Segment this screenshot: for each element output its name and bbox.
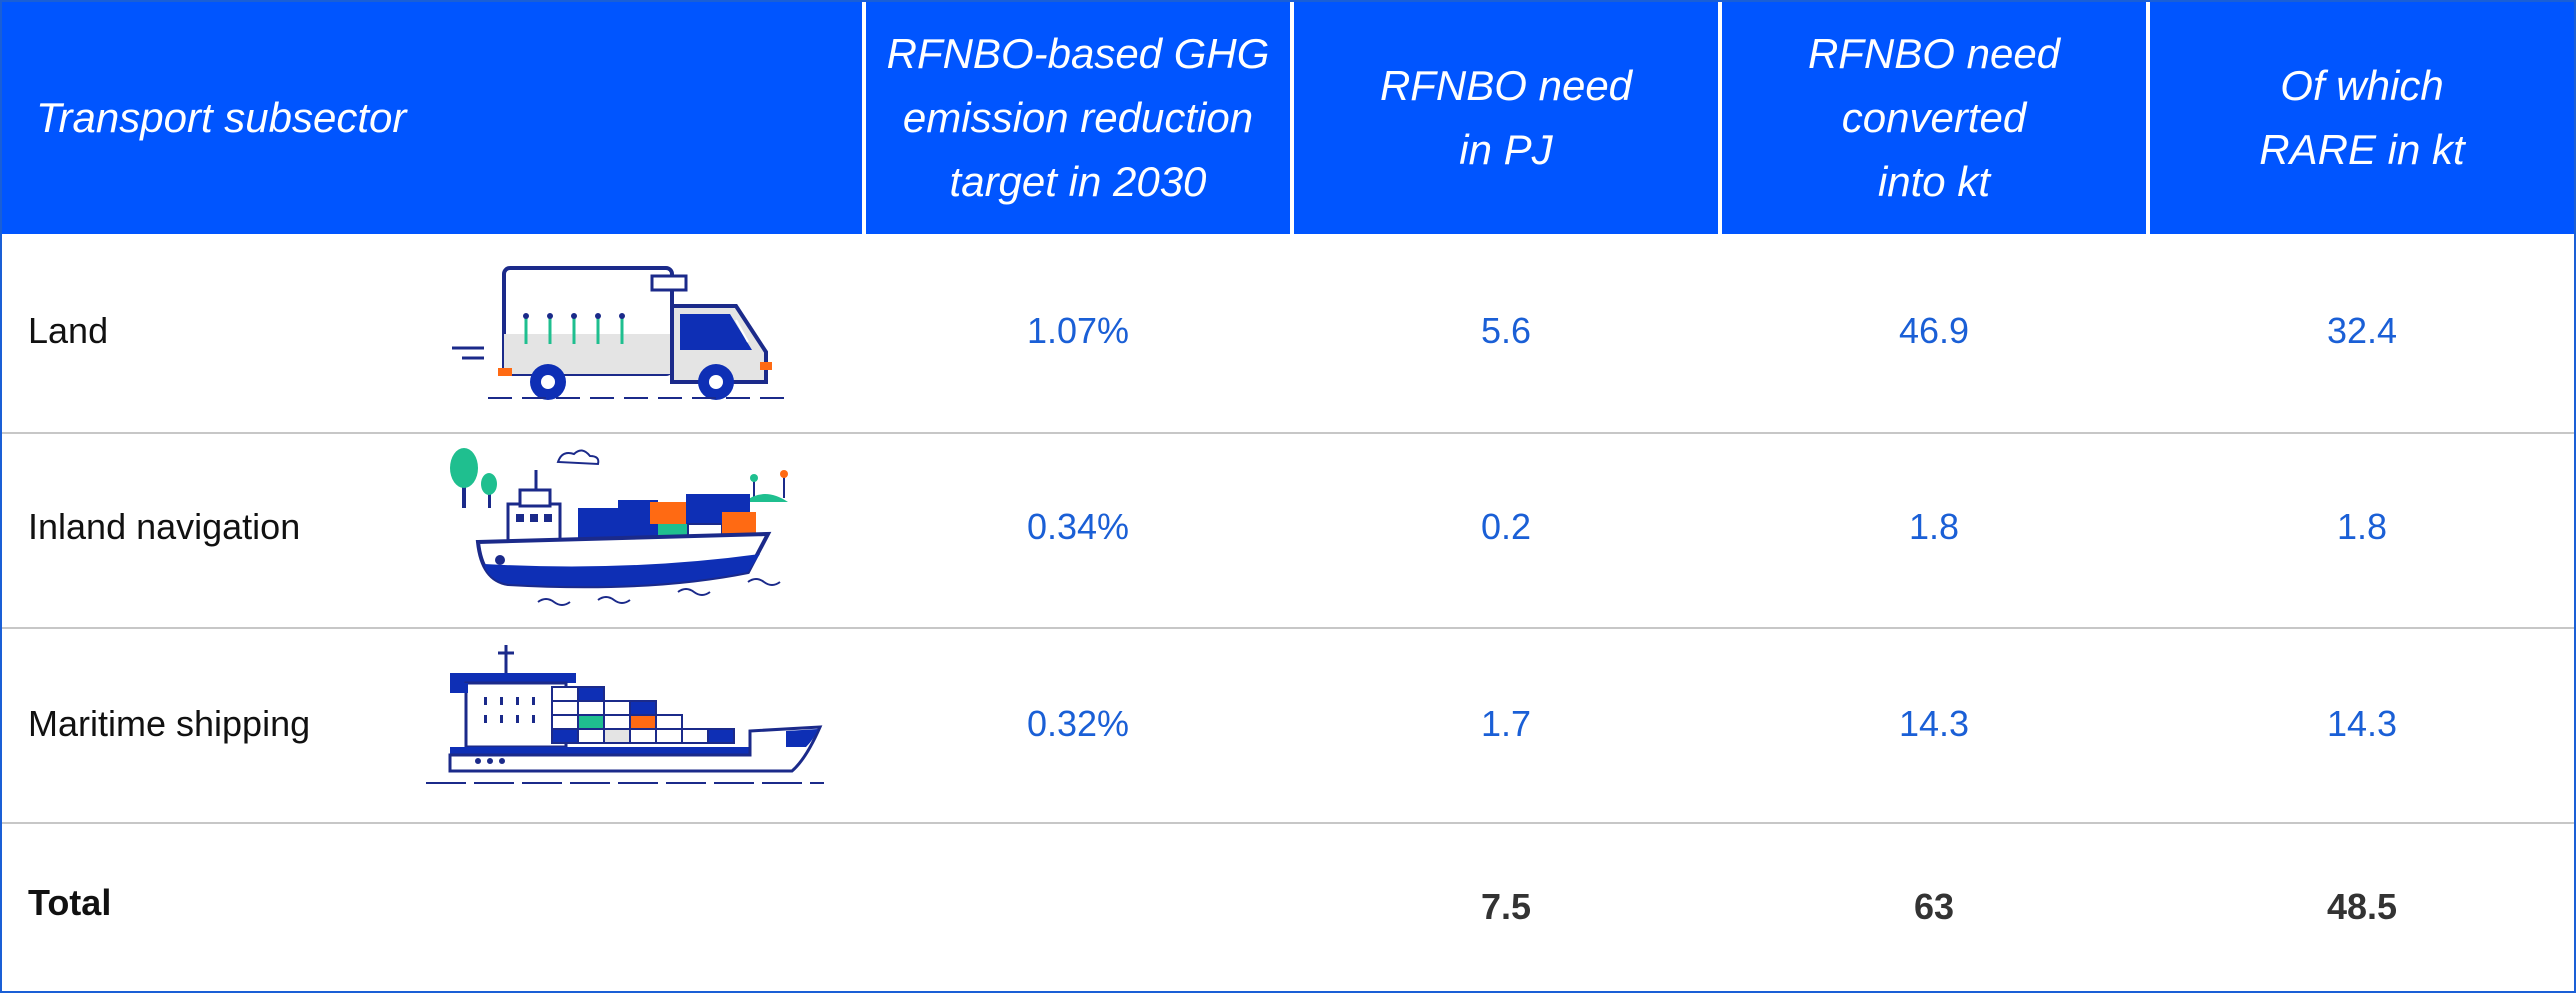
cell-rare-kt: 32.4 [2326, 310, 2398, 351]
header-need-pj: RFNBO need in PJ [1379, 62, 1633, 173]
total-need-kt: 63 [1913, 886, 1955, 927]
container-ship-icon [426, 645, 824, 784]
row-divider [2, 627, 2574, 629]
header-divider [1290, 2, 1294, 234]
cell-rare-kt: 1.8 [2336, 506, 2388, 547]
header-need-kt: RFNBO need converted into kt [1807, 30, 2061, 205]
header-ghg-target: RFNBO-based GHG emission reduction targe… [886, 30, 1270, 205]
cell-need-pj: 5.6 [1480, 310, 1532, 351]
table-row-total: Total 7.5 63 48.5 [2, 824, 2574, 991]
header-divider [1718, 2, 1722, 234]
cell-rare-kt: 14.3 [2326, 703, 2398, 744]
cell-need-kt: 1.8 [1908, 506, 1960, 547]
header-divider [2146, 2, 2150, 234]
header-transport-subsector: Transport subsector [36, 94, 407, 141]
cell-target: 1.07% [1026, 310, 1130, 351]
cell-need-kt: 46.9 [1898, 310, 1970, 351]
cell-target: 0.34% [1026, 506, 1130, 547]
truck-icon [452, 266, 788, 400]
cell-need-kt: 14.3 [1898, 703, 1970, 744]
inland-cargo-barge-icon [450, 448, 788, 606]
total-rare-kt: 48.5 [2326, 886, 2398, 927]
row-divider [2, 432, 2574, 434]
row-divider [2, 822, 2574, 824]
table-row-land: Land 1.07% 5.6 46.9 32.4 [2, 234, 2574, 432]
cell-need-pj: 1.7 [1480, 703, 1532, 744]
row-label: Inland navigation [28, 506, 301, 547]
row-label: Maritime shipping [28, 703, 311, 744]
table-row-inland-navigation: Inland navigation [2, 434, 2574, 627]
table-row-maritime-shipping: Maritime shipping 0.32% 1.7 [2, 629, 2574, 822]
total-need-pj: 7.5 [1480, 886, 1532, 927]
row-label: Land [28, 310, 109, 351]
cell-need-pj: 0.2 [1480, 506, 1532, 547]
header-rare-kt: Of which RARE in kt [2259, 62, 2465, 173]
header-divider [862, 2, 866, 234]
cell-target: 0.32% [1026, 703, 1130, 744]
total-label: Total [28, 882, 112, 923]
table-header: Transport subsector RFNBO-based GHG emis… [2, 2, 2574, 234]
